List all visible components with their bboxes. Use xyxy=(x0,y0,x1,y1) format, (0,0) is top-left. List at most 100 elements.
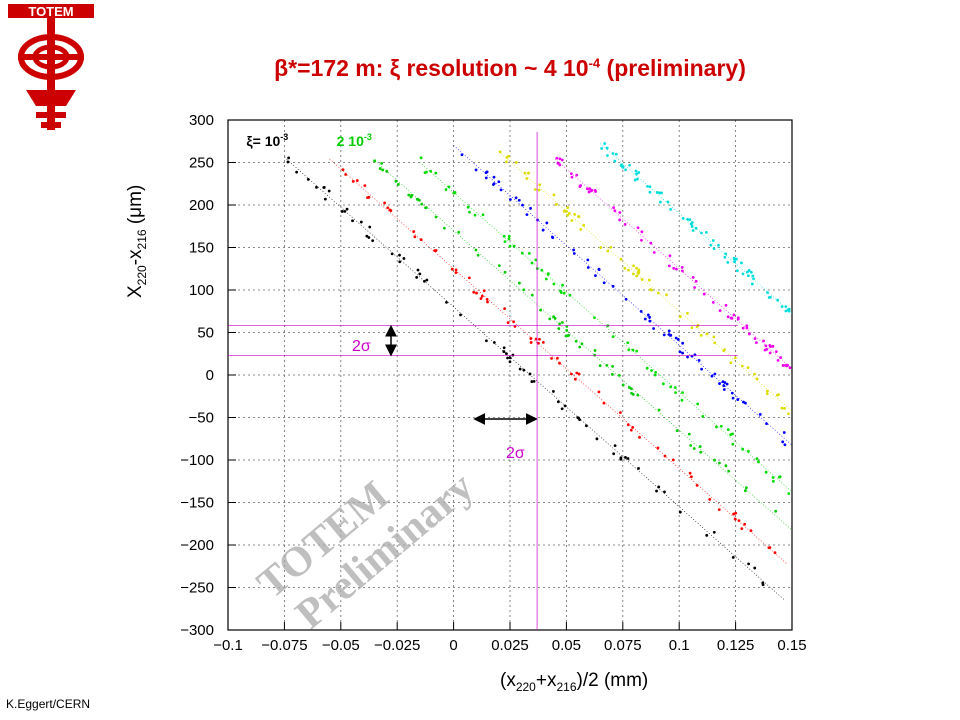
data-point xyxy=(648,185,652,189)
data-point xyxy=(551,390,555,393)
data-point xyxy=(569,372,573,376)
data-point xyxy=(613,209,617,213)
data-point xyxy=(341,168,345,172)
data-point xyxy=(749,529,753,533)
data-point xyxy=(518,367,522,371)
data-point xyxy=(777,393,780,397)
data-point xyxy=(533,188,537,191)
data-point xyxy=(657,408,661,412)
data-point xyxy=(473,213,477,217)
data-point xyxy=(697,358,701,362)
y-tick-label: 300 xyxy=(189,112,214,129)
data-point xyxy=(729,316,733,320)
data-point xyxy=(658,191,661,195)
y-tick-label: −150 xyxy=(180,495,214,512)
data-point xyxy=(675,267,678,271)
data-point xyxy=(556,161,560,165)
data-point xyxy=(506,356,509,360)
data-point xyxy=(761,581,765,585)
data-point xyxy=(661,382,665,386)
data-point xyxy=(768,546,772,549)
data-point xyxy=(626,341,630,345)
data-point xyxy=(536,218,539,222)
data-point xyxy=(617,373,621,377)
data-point xyxy=(540,268,544,272)
data-point xyxy=(721,380,725,384)
data-point xyxy=(416,197,420,201)
data-point xyxy=(743,522,747,526)
data-point xyxy=(474,248,478,252)
series-4 xyxy=(453,145,793,447)
data-point xyxy=(746,274,750,278)
data-point xyxy=(783,406,786,410)
data-point xyxy=(727,469,731,473)
data-point xyxy=(577,372,581,376)
data-point xyxy=(444,188,448,191)
data-point xyxy=(597,267,601,271)
data-point xyxy=(505,155,509,159)
data-point xyxy=(532,380,536,383)
data-point xyxy=(561,321,564,324)
data-point xyxy=(558,361,561,365)
data-point xyxy=(398,253,401,257)
data-point xyxy=(577,416,581,420)
data-point xyxy=(624,455,627,459)
logo-text: TOTEM xyxy=(28,4,73,19)
data-point xyxy=(573,213,577,216)
data-point xyxy=(538,337,541,341)
data-point xyxy=(686,217,690,221)
data-point xyxy=(306,177,310,181)
data-point xyxy=(656,446,660,450)
data-point xyxy=(650,369,653,372)
y-tick-label: −100 xyxy=(180,452,214,469)
data-point xyxy=(529,337,533,340)
data-point xyxy=(635,177,639,181)
data-point xyxy=(729,361,733,365)
data-point xyxy=(433,249,437,252)
data-point xyxy=(558,163,562,167)
data-point xyxy=(561,283,564,287)
data-point xyxy=(740,261,743,265)
data-point xyxy=(681,351,684,355)
data-point xyxy=(612,452,616,456)
y-tick-label: −250 xyxy=(180,580,214,597)
author-credit: K.Eggert/CERN xyxy=(6,697,91,711)
data-point xyxy=(530,380,534,383)
data-point xyxy=(603,142,607,145)
title-main: β*=172 m: ξ resolution ~ 4 10 xyxy=(274,55,589,81)
data-point xyxy=(590,188,594,192)
data-point xyxy=(672,266,676,270)
data-point xyxy=(572,252,576,255)
data-point xyxy=(593,189,597,192)
data-point xyxy=(778,475,782,479)
data-point xyxy=(645,366,649,370)
y-tick-label: −50 xyxy=(189,410,214,427)
data-point xyxy=(687,432,691,436)
data-point xyxy=(741,326,745,330)
data-point xyxy=(373,159,377,163)
y-tick-label: 150 xyxy=(189,240,214,257)
data-point xyxy=(579,228,583,231)
data-point xyxy=(484,176,488,180)
data-point xyxy=(787,412,790,416)
y-tick-label: 0 xyxy=(206,367,214,384)
data-point xyxy=(502,350,506,353)
data-point xyxy=(635,349,639,353)
data-point xyxy=(447,185,451,189)
y-axis-label-part: -x xyxy=(125,249,146,266)
data-point xyxy=(686,311,689,315)
data-point xyxy=(774,350,778,354)
y-tick-label: 250 xyxy=(189,155,214,172)
data-point xyxy=(522,368,526,372)
data-point xyxy=(769,345,772,348)
data-point xyxy=(717,243,720,247)
data-point xyxy=(597,390,601,394)
data-point xyxy=(355,179,359,182)
data-point xyxy=(665,293,668,297)
data-point xyxy=(690,326,694,329)
data-point xyxy=(691,275,695,279)
data-point xyxy=(712,335,716,339)
data-point xyxy=(480,294,484,298)
data-point xyxy=(640,230,644,234)
x-tick-label: 0.075 xyxy=(604,637,642,654)
